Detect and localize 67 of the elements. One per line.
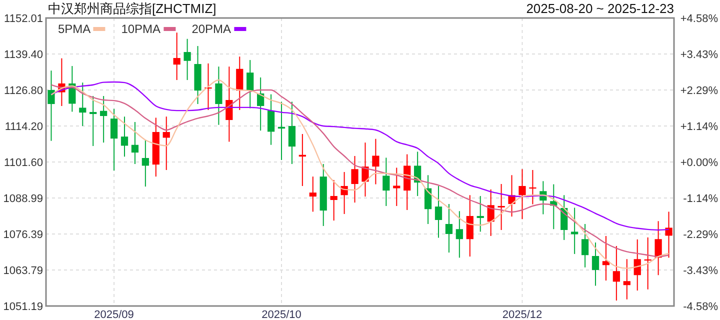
candlestick	[267, 94, 275, 146]
candlestick	[456, 210, 463, 258]
x-tick-label: 2025/12	[502, 309, 542, 320]
chart-title: 中汉郑州商品综指[ZHCTMIZ]	[48, 1, 216, 16]
y-tick-label: 1139.40	[4, 49, 43, 62]
candlestick	[382, 157, 390, 206]
candlestick	[393, 167, 400, 206]
candlestick	[654, 220, 662, 276]
candlestick	[79, 82, 86, 127]
candlestick	[309, 176, 316, 212]
candlestick	[592, 242, 600, 286]
candlestick	[434, 185, 442, 238]
y2-tick-label: -4.58%	[683, 301, 718, 313]
candlestick	[288, 101, 296, 164]
candlestick	[173, 32, 180, 81]
x-tick-label: 2025/10	[262, 309, 302, 320]
y-tick-label: 1126.80	[4, 85, 43, 98]
candlestick	[330, 179, 338, 222]
candlestick	[184, 38, 191, 81]
y-tick-label: 1152.01	[4, 13, 43, 25]
candlestick	[445, 203, 453, 254]
y-tick-label: 1063.79	[3, 265, 43, 278]
candlestick	[424, 174, 432, 224]
candlestick	[498, 183, 505, 230]
y-tick-label: 1088.99	[3, 193, 43, 206]
legend-label: 10PMA	[121, 22, 161, 36]
candlestick	[236, 56, 244, 111]
candlestick	[215, 66, 222, 126]
candlestick	[612, 245, 620, 302]
candlestick	[634, 238, 641, 292]
y2-tick-label: +3.43%	[680, 49, 718, 62]
candlestick	[351, 156, 358, 204]
legend-label: 20PMA	[192, 22, 232, 36]
candlestick	[581, 223, 589, 268]
candlestick	[476, 195, 484, 232]
candlestick	[110, 108, 118, 172]
y2-tick-label: +2.29%	[680, 85, 718, 97]
candlestick	[665, 211, 672, 258]
candlestick	[246, 60, 254, 109]
candlestick	[162, 116, 170, 170]
candlestick	[362, 142, 369, 198]
y2-tick-label: +0.00%	[680, 157, 718, 169]
candlestick	[372, 138, 380, 185]
chart-subtitle: 2025-08-20 ~ 2025-12-23	[526, 1, 674, 16]
y-tick-label: 1051.19	[3, 301, 43, 313]
candlestick	[120, 116, 128, 158]
y-tick-label: 1101.60	[4, 157, 43, 169]
candlestick	[340, 172, 348, 214]
y-tick-label: 1114.20	[4, 121, 43, 134]
candlestick	[142, 140, 149, 188]
y2-tick-label: -2.29%	[683, 229, 718, 241]
candlestick	[90, 96, 97, 147]
legend-label: 5PMA	[58, 22, 91, 36]
candlestick	[100, 96, 108, 144]
candlestick	[529, 170, 536, 205]
x-tick-label: 2025/09	[94, 309, 134, 320]
candlestick	[131, 122, 139, 164]
y2-tick-label: +1.14%	[680, 121, 718, 134]
candlestick	[466, 194, 474, 258]
y2-tick-label: +4.58%	[680, 13, 718, 25]
y-tick-label: 1076.39	[3, 229, 43, 242]
candlestick	[623, 258, 630, 300]
y2-tick-label: -1.14%	[683, 192, 718, 205]
y2-tick-label: -3.43%	[683, 264, 718, 277]
candlestick	[518, 168, 526, 220]
candlestick	[571, 207, 578, 254]
candlestick	[48, 70, 55, 142]
